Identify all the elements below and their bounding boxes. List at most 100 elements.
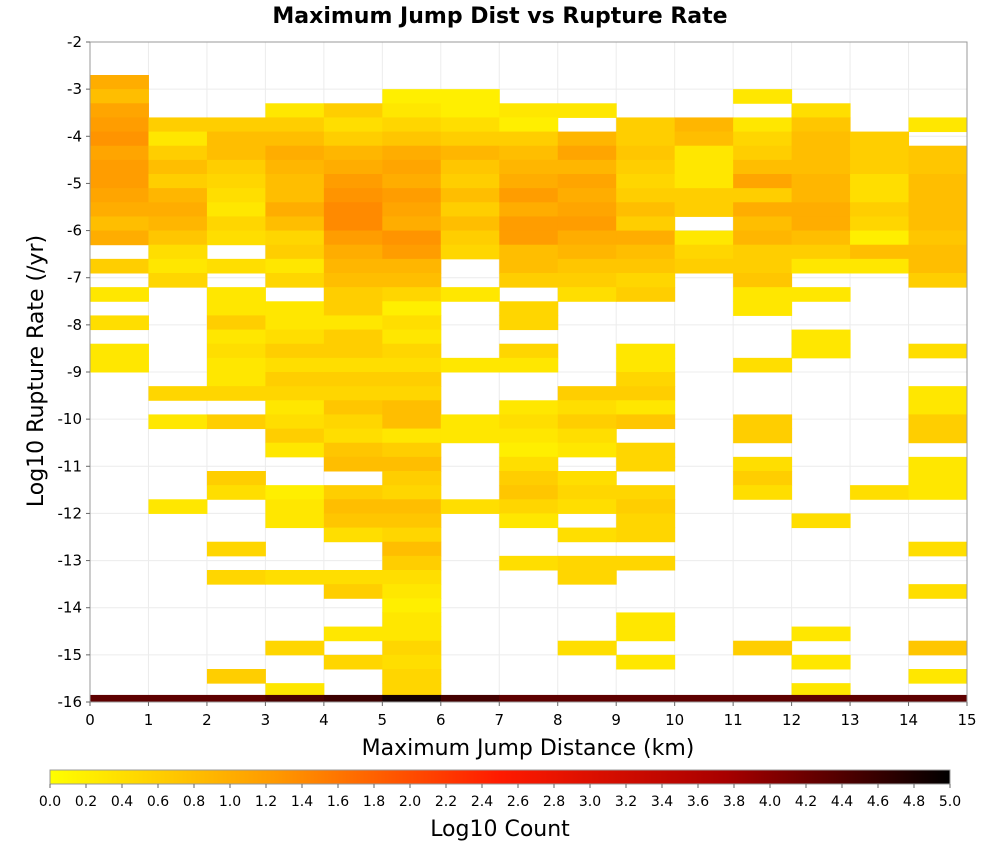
heatmap-cell bbox=[791, 117, 851, 133]
heatmap-cell bbox=[616, 174, 676, 189]
heatmap-cell bbox=[265, 357, 325, 373]
y-tick-label: -16 bbox=[58, 693, 83, 711]
heatmap-cell bbox=[265, 301, 325, 316]
heatmap-cell bbox=[148, 131, 208, 147]
x-tick-label: 9 bbox=[611, 711, 621, 729]
colorbar-tick-label: 1.8 bbox=[363, 794, 385, 810]
heatmap-cell bbox=[499, 499, 559, 514]
heatmap-cell bbox=[499, 159, 559, 175]
heatmap-cell bbox=[323, 301, 383, 316]
heatmap-cell bbox=[206, 230, 266, 246]
heatmap-cell bbox=[206, 174, 266, 189]
heatmap-cell bbox=[206, 386, 266, 401]
heatmap-cell bbox=[674, 244, 734, 260]
heatmap-cell bbox=[148, 273, 208, 288]
heatmap-cell bbox=[733, 485, 793, 500]
heatmap-cell bbox=[674, 159, 734, 175]
heatmap-cell bbox=[382, 555, 442, 571]
heatmap-cell bbox=[850, 216, 910, 232]
heatmap-cell bbox=[557, 414, 617, 430]
heatmap-cell bbox=[499, 428, 559, 444]
heatmap-cell bbox=[616, 400, 676, 415]
heatmap-cell bbox=[616, 273, 676, 288]
heatmap-cell bbox=[557, 230, 617, 246]
heatmap-cell bbox=[616, 244, 676, 260]
y-tick-label: -3 bbox=[67, 80, 82, 98]
y-tick-label: -13 bbox=[58, 552, 83, 570]
heatmap-cell bbox=[850, 485, 910, 500]
heatmap-cell bbox=[265, 188, 325, 203]
heatmap-cell bbox=[733, 117, 793, 133]
heatmap-cell bbox=[323, 315, 383, 331]
y-tick-label: -5 bbox=[67, 174, 82, 192]
heatmap-cell bbox=[265, 386, 325, 401]
colorbar-tick-label: 3.4 bbox=[651, 794, 673, 810]
heatmap-cell bbox=[206, 202, 266, 217]
heatmap-cell bbox=[557, 287, 617, 302]
heatmap-cell bbox=[850, 159, 910, 175]
heatmap-cell bbox=[499, 188, 559, 203]
heatmap-cell bbox=[850, 230, 910, 246]
x-tick-label: 10 bbox=[665, 711, 684, 729]
heatmap-cell bbox=[908, 343, 968, 359]
heatmap-cell bbox=[382, 400, 442, 415]
heatmap-cell bbox=[90, 230, 149, 246]
heatmap-cell bbox=[791, 654, 851, 670]
heatmap-cell bbox=[440, 174, 500, 189]
heatmap-cell bbox=[148, 230, 208, 246]
heatmap-cell bbox=[265, 145, 325, 161]
heatmap-cell bbox=[440, 159, 500, 175]
heatmap-cell bbox=[265, 159, 325, 175]
x-axis-label: Maximum Jump Distance (km) bbox=[362, 736, 695, 761]
heatmap-cell bbox=[908, 174, 968, 189]
heatmap-cell bbox=[148, 216, 208, 232]
heatmap-cell bbox=[616, 216, 676, 232]
heatmap-cell bbox=[440, 244, 500, 260]
heatmap-cell bbox=[499, 471, 559, 486]
heatmap-cell bbox=[557, 570, 617, 585]
heatmap-cell bbox=[90, 159, 149, 175]
y-tick-label: -6 bbox=[67, 222, 82, 240]
heatmap-cell bbox=[791, 244, 851, 260]
heatmap-cell bbox=[90, 258, 149, 274]
heatmap-cell bbox=[499, 244, 559, 260]
heatmap-cell bbox=[323, 527, 383, 543]
heatmap-cell bbox=[499, 174, 559, 189]
heatmap-cell bbox=[382, 527, 442, 543]
heatmap-cell bbox=[440, 216, 500, 232]
heatmap-cell bbox=[382, 174, 442, 189]
heatmap-cell bbox=[323, 456, 383, 472]
heatmap-cell bbox=[791, 174, 851, 189]
heatmap-cell bbox=[557, 202, 617, 217]
heatmap-cell bbox=[791, 159, 851, 175]
heatmap-cell bbox=[674, 258, 734, 274]
heatmap-cell bbox=[323, 372, 383, 387]
heatmap-cell bbox=[850, 174, 910, 189]
heatmap-cell bbox=[382, 654, 442, 670]
heatmap-cell bbox=[791, 258, 851, 274]
heatmap-cell bbox=[323, 244, 383, 260]
heatmap-cell bbox=[791, 103, 851, 118]
heatmap-cell bbox=[733, 202, 793, 217]
heatmap-cell bbox=[148, 258, 208, 274]
heatmap-cell bbox=[382, 626, 442, 642]
heatmap-cell bbox=[148, 188, 208, 203]
heatmap-cell bbox=[440, 414, 500, 430]
heatmap-cell bbox=[148, 499, 208, 514]
heatmap-cell bbox=[557, 145, 617, 161]
heatmap-cell bbox=[323, 400, 383, 415]
heatmap-cell bbox=[674, 230, 734, 246]
heatmap-cell bbox=[382, 414, 442, 430]
heatmap-cell bbox=[265, 216, 325, 232]
heatmap-cell bbox=[908, 640, 968, 656]
heatmap-cell bbox=[908, 456, 968, 472]
heatmap-cell bbox=[206, 188, 266, 203]
heatmap-cell bbox=[90, 131, 149, 147]
heatmap-cell bbox=[265, 683, 325, 698]
heatmap-cell bbox=[265, 414, 325, 430]
heatmap-cell bbox=[733, 273, 793, 288]
heatmap-cell bbox=[323, 188, 383, 203]
heatmap-cell bbox=[440, 287, 500, 302]
heatmap-cell bbox=[323, 202, 383, 217]
heatmap-cell bbox=[206, 485, 266, 500]
